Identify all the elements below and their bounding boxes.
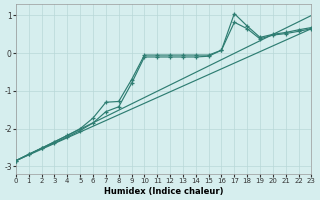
X-axis label: Humidex (Indice chaleur): Humidex (Indice chaleur) (104, 187, 223, 196)
